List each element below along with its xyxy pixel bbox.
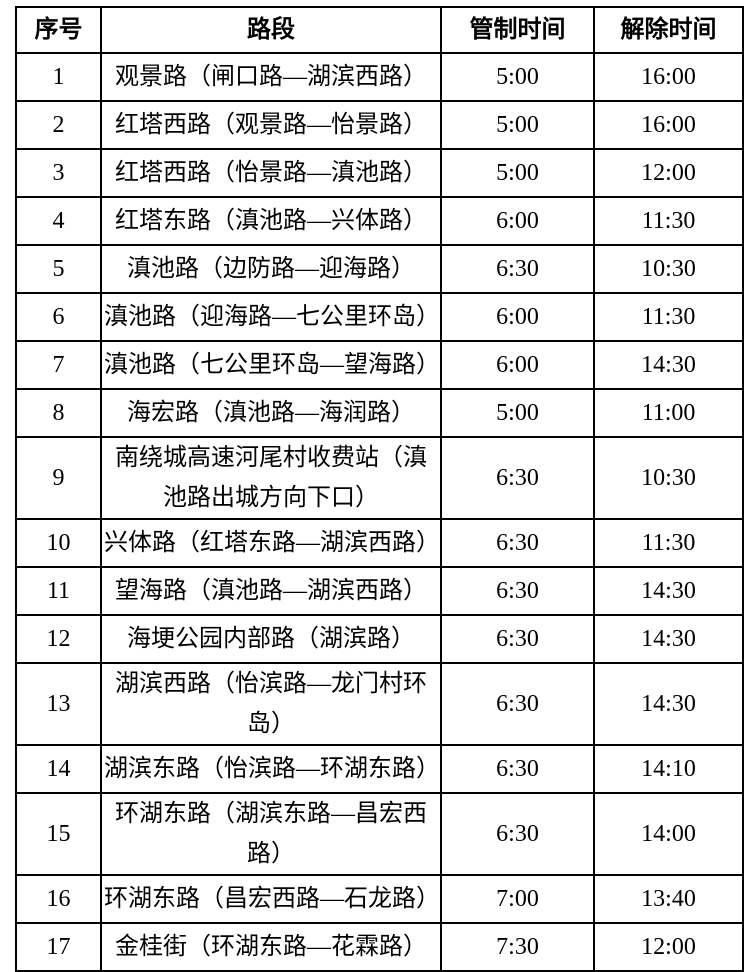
lift-time-cell: 14:00 (593, 792, 744, 876)
serial-number-cell: 16 (15, 874, 102, 924)
lift-time-cell: 11:30 (593, 518, 744, 568)
serial-number-cell: 10 (15, 518, 102, 568)
lift-time-cell: 11:00 (593, 388, 744, 438)
serial-number-cell: 5 (15, 244, 102, 294)
traffic-control-table: 序号 路段 管制时间 解除时间 1 观景路（闸口路—湖滨西路） 5:00 16:00 2… (15, 6, 744, 972)
road-section-cell: 兴体路（红塔东路—湖滨西路） (100, 518, 442, 568)
lift-time-cell: 13:40 (593, 874, 744, 924)
table-row: 6 滇池路（迎海路—七公里环岛） 6:00 11:30 (15, 292, 744, 342)
table-row: 9 南绕城高速河尾村收费站（滇池路出城方向下口） 6:30 10:30 (15, 436, 744, 520)
serial-number-cell: 14 (15, 744, 102, 794)
road-section-cell: 红塔东路（滇池路—兴体路） (100, 196, 442, 246)
header-row: 序号 路段 管制时间 解除时间 (15, 6, 744, 54)
table-row: 3 红塔西路（怡景路—滇池路） 5:00 12:00 (15, 148, 744, 198)
road-section-cell: 海宏路（滇池路—海润路） (100, 388, 442, 438)
road-section-cell: 南绕城高速河尾村收费站（滇池路出城方向下口） (100, 436, 442, 520)
lift-time-cell: 10:30 (593, 436, 744, 520)
header-road-section: 路段 (100, 6, 442, 54)
serial-number-cell: 15 (15, 792, 102, 876)
control-time-cell: 6:30 (440, 614, 595, 664)
road-section-cell: 金桂街（环湖东路—花霖路） (100, 922, 442, 972)
control-time-cell: 6:30 (440, 566, 595, 616)
control-time-cell: 6:00 (440, 196, 595, 246)
serial-number-cell: 8 (15, 388, 102, 438)
road-section-cell: 望海路（滇池路—湖滨西路） (100, 566, 442, 616)
table-row: 1 观景路（闸口路—湖滨西路） 5:00 16:00 (15, 52, 744, 102)
road-section-cell: 环湖东路（湖滨东路—昌宏西路） (100, 792, 442, 876)
serial-number-cell: 3 (15, 148, 102, 198)
road-section-cell: 观景路（闸口路—湖滨西路） (100, 52, 442, 102)
serial-number-cell: 17 (15, 922, 102, 972)
road-section-cell: 红塔西路（怡景路—滇池路） (100, 148, 442, 198)
road-section-cell: 环湖东路（昌宏西路—石龙路） (100, 874, 442, 924)
control-time-cell: 6:30 (440, 744, 595, 794)
table-row: 17 金桂街（环湖东路—花霖路） 7:30 12:00 (15, 922, 744, 972)
control-time-cell: 6:00 (440, 340, 595, 390)
serial-number-cell: 2 (15, 100, 102, 150)
table-body: 1 观景路（闸口路—湖滨西路） 5:00 16:00 2 红塔西路（观景路—怡景路） 5:0… (15, 52, 744, 972)
lift-time-cell: 10:30 (593, 244, 744, 294)
lift-time-cell: 14:30 (593, 614, 744, 664)
serial-number-cell: 1 (15, 52, 102, 102)
table-row: 13 湖滨西路（怡滨路—龙门村环岛） 6:30 14:30 (15, 662, 744, 746)
control-time-cell: 6:30 (440, 662, 595, 746)
control-time-cell: 5:00 (440, 148, 595, 198)
serial-number-cell: 12 (15, 614, 102, 664)
header-lift-time: 解除时间 (593, 6, 744, 54)
serial-number-cell: 7 (15, 340, 102, 390)
control-time-cell: 7:30 (440, 922, 595, 972)
lift-time-cell: 12:00 (593, 148, 744, 198)
lift-time-cell: 12:00 (593, 922, 744, 972)
lift-time-cell: 11:30 (593, 292, 744, 342)
control-time-cell: 5:00 (440, 52, 595, 102)
road-section-cell: 滇池路（迎海路—七公里环岛） (100, 292, 442, 342)
table-row: 10 兴体路（红塔东路—湖滨西路） 6:30 11:30 (15, 518, 744, 568)
header-control-time: 管制时间 (440, 6, 595, 54)
table-row: 5 滇池路（边防路—迎海路） 6:30 10:30 (15, 244, 744, 294)
control-time-cell: 6:30 (440, 518, 595, 568)
serial-number-cell: 4 (15, 196, 102, 246)
table-row: 11 望海路（滇池路—湖滨西路） 6:30 14:30 (15, 566, 744, 616)
serial-number-cell: 6 (15, 292, 102, 342)
lift-time-cell: 14:30 (593, 340, 744, 390)
control-time-cell: 6:30 (440, 792, 595, 876)
table-row: 16 环湖东路（昌宏西路—石龙路） 7:00 13:40 (15, 874, 744, 924)
control-time-cell: 6:30 (440, 436, 595, 520)
table-row: 4 红塔东路（滇池路—兴体路） 6:00 11:30 (15, 196, 744, 246)
lift-time-cell: 11:30 (593, 196, 744, 246)
table-row: 2 红塔西路（观景路—怡景路） 5:00 16:00 (15, 100, 744, 150)
control-time-cell: 5:00 (440, 388, 595, 438)
road-section-cell: 红塔西路（观景路—怡景路） (100, 100, 442, 150)
lift-time-cell: 14:30 (593, 662, 744, 746)
table-row: 15 环湖东路（湖滨东路—昌宏西路） 6:30 14:00 (15, 792, 744, 876)
lift-time-cell: 14:30 (593, 566, 744, 616)
serial-number-cell: 9 (15, 436, 102, 520)
lift-time-cell: 16:00 (593, 100, 744, 150)
lift-time-cell: 16:00 (593, 52, 744, 102)
table-row: 7 滇池路（七公里环岛—望海路） 6:00 14:30 (15, 340, 744, 390)
table-row: 8 海宏路（滇池路—海润路） 5:00 11:00 (15, 388, 744, 438)
road-section-cell: 滇池路（七公里环岛—望海路） (100, 340, 442, 390)
control-time-cell: 6:30 (440, 244, 595, 294)
road-section-cell: 湖滨西路（怡滨路—龙门村环岛） (100, 662, 442, 746)
control-time-cell: 5:00 (440, 100, 595, 150)
table-row: 12 海埂公园内部路（湖滨路） 6:30 14:30 (15, 614, 744, 664)
serial-number-cell: 11 (15, 566, 102, 616)
road-section-cell: 滇池路（边防路—迎海路） (100, 244, 442, 294)
lift-time-cell: 14:10 (593, 744, 744, 794)
header-serial-number: 序号 (15, 6, 102, 54)
road-section-cell: 海埂公园内部路（湖滨路） (100, 614, 442, 664)
control-time-cell: 7:00 (440, 874, 595, 924)
control-time-cell: 6:00 (440, 292, 595, 342)
table-row: 14 湖滨东路（怡滨路—环湖东路） 6:30 14:10 (15, 744, 744, 794)
serial-number-cell: 13 (15, 662, 102, 746)
road-section-cell: 湖滨东路（怡滨路—环湖东路） (100, 744, 442, 794)
